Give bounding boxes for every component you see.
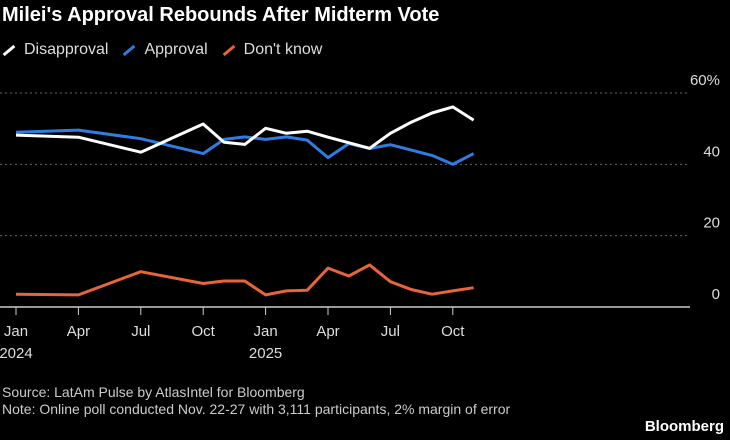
series-line-approval [15,128,475,166]
x-tick-label: Jul [381,323,400,340]
legend-item-disapproval: Disapproval [2,41,108,59]
x-tick-label: Apr [67,323,90,340]
x-tick-label: Apr [316,323,339,340]
legend-item-dont-know: Don't know [222,41,323,59]
footer: Source: LatAm Pulse by AtlasIntel for Bl… [2,384,602,418]
legend-label: Approval [144,41,208,58]
legend-item-approval: Approval [122,41,208,59]
x-tick-label: Oct [441,323,465,340]
x-tick-year: 2024 [0,345,33,362]
series-line-disapproval [15,105,475,154]
series-line-don-t-know [15,263,474,297]
x-tick-label: Jul [131,323,150,340]
y-tick-label: 0 [712,286,720,303]
y-tick-label: 40 [703,143,720,160]
y-tick-label: 20 [703,215,720,232]
legend: Disapproval Approval Don't know [2,41,322,59]
x-tick-year: 2025 [249,345,282,362]
x-tick-label: Jan [4,323,28,340]
source-text: Source: LatAm Pulse by AtlasIntel for Bl… [2,384,305,400]
chart-title: Milei's Approval Rebounds After Midterm … [2,4,440,26]
legend-label: Don't know [243,41,323,58]
bloomberg-logo: Bloomberg [644,418,724,435]
note-text: Note: Online poll conducted Nov. 22-27 w… [2,401,511,417]
y-tick-label: 60% [690,72,720,89]
x-tick-label: Oct [192,323,216,340]
x-tick-label: Jan [254,323,278,340]
legend-label: Disapproval [24,41,109,58]
